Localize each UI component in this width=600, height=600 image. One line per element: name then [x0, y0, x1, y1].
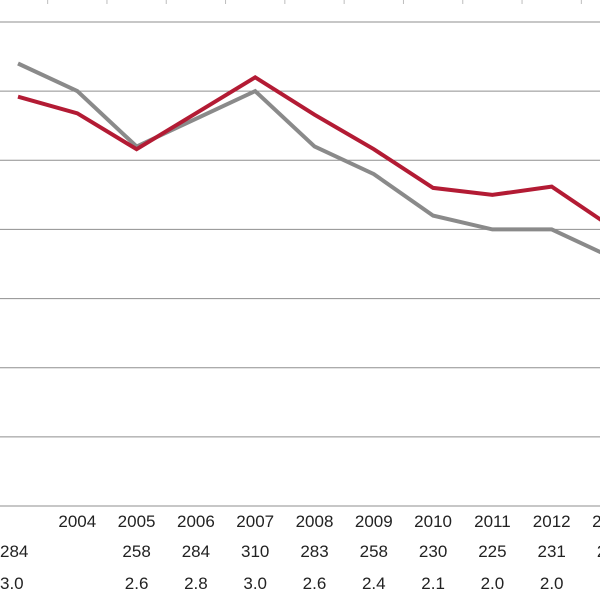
x-tick-label: 2005 — [118, 512, 156, 531]
table-cell-row-1: 284 — [0, 542, 28, 561]
table-cell-row-2: 2.0 — [540, 574, 564, 593]
table-cell-row-1: 284 — [182, 542, 210, 561]
table-cell-row-1: 283 — [300, 542, 328, 561]
table-cell-row-1: 231 — [538, 542, 566, 561]
table-cell-row-1: 230 — [419, 542, 447, 561]
x-tick-label: 2008 — [296, 512, 334, 531]
table-cell-row-2: 3.0 — [0, 574, 24, 593]
x-tick-label: 2004 — [58, 512, 96, 531]
x-axis-tick-labels: 2004 2005 2006 2007 2008 2009 2010 2011 2012 2013… — [58, 512, 600, 531]
table-cell-row-2: 2.8 — [184, 574, 208, 593]
x-tick-label: 2007 — [236, 512, 274, 531]
table-cell-row-2: 2.4 — [362, 574, 386, 593]
table-cell-row-2: 2.6 — [125, 574, 149, 593]
table-cell-row-1: 310 — [241, 542, 269, 561]
x-tick-label: 2009 — [355, 512, 393, 531]
table-cell-row-1: 258 — [122, 542, 150, 561]
x-tick-label: 2006 — [177, 512, 215, 531]
x-tick-label: 2011 — [474, 512, 511, 531]
series-line-2 — [17, 61, 600, 255]
data-table: 284 258 284 310 283 258 230 225 231 202 3.0 2.6 2.8 3… — [0, 542, 600, 593]
table-cell-row-1: 225 — [478, 542, 506, 561]
x-tick-label: 2010 — [414, 512, 452, 531]
gridlines — [0, 0, 600, 507]
series-line-1 — [17, 74, 600, 222]
x-tick-label: 2012 — [533, 512, 571, 531]
table-cell-row-1: 202 — [597, 542, 600, 561]
table-cell-row-1: 258 — [360, 542, 388, 561]
series-layer — [17, 61, 600, 255]
table-cell-row-2: 2.0 — [481, 574, 505, 593]
table-cell-row-2: 2.6 — [303, 574, 327, 593]
table-cell-row-2: 3.0 — [243, 574, 267, 593]
x-tick-label: 2013 — [592, 512, 600, 531]
table-cell-row-2: 2.1 — [421, 574, 445, 593]
